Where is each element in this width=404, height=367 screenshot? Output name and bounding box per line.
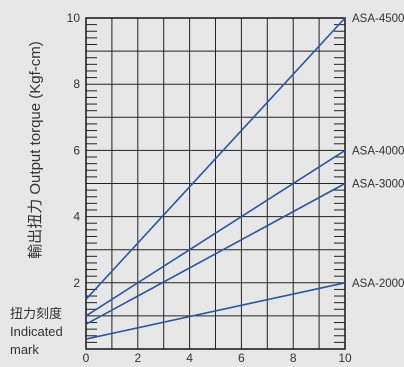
axis-ticks: 0 2 4 6 8 10 2 4 6 8 10 <box>67 11 352 365</box>
x-axis-label-line-2: Indicated <box>10 324 63 339</box>
series-label-asa-2000: ASA-2000 <box>352 278 404 290</box>
x-tick-label: 4 <box>186 351 193 365</box>
series-label-asa-4000: ASA-4000 <box>352 145 404 157</box>
series-labels: ASA-4500 ASA-4000 ASA-3000 ASA-2000 <box>352 13 404 290</box>
series-label-asa-3000: ASA-3000 <box>352 179 404 191</box>
series-line-asa-3000 <box>85 182 346 325</box>
series-line-asa-4000 <box>85 149 346 317</box>
y-tick-label: 4 <box>73 210 80 224</box>
x-axis-label-line-3: mark <box>10 342 39 357</box>
x-tick-label: 8 <box>290 351 297 365</box>
y-tick-label: 8 <box>73 77 80 91</box>
series-label-asa-4500: ASA-4500 <box>352 13 404 25</box>
x-tick-label: 10 <box>338 351 352 365</box>
y-tick-label: 6 <box>73 143 80 157</box>
series-line-asa-4500 <box>85 17 346 300</box>
y-tick-label: 2 <box>73 276 80 290</box>
x-tick-label: 0 <box>83 351 90 365</box>
series-line-asa-2000 <box>85 282 346 340</box>
x-tick-label: 6 <box>238 351 245 365</box>
x-axis-label-line-1: 扭力刻度 <box>10 306 62 321</box>
y-axis-label: 輸出扭力 Output torque (Kgf-cm) <box>27 41 44 259</box>
y-tick-label: 10 <box>67 11 81 25</box>
x-tick-label: 2 <box>134 351 141 365</box>
x-axis-label: 扭力刻度 Indicated mark <box>10 306 66 357</box>
series-lines <box>85 17 346 340</box>
